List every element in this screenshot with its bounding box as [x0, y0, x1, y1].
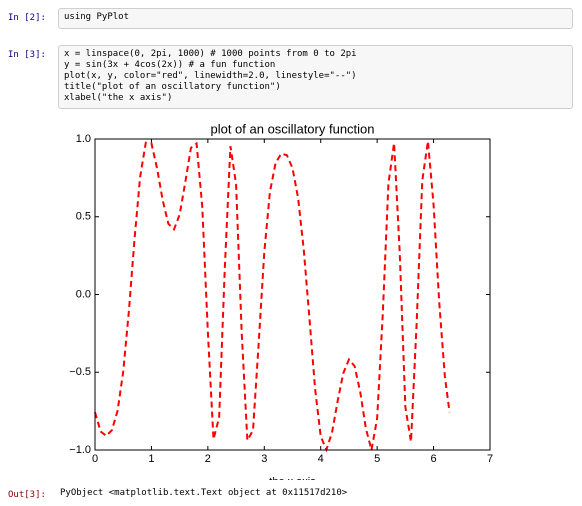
y-tick-label: −0.5: [69, 366, 91, 378]
x-tick-label: 0: [92, 453, 98, 465]
x-tick-label: 6: [431, 453, 437, 465]
x-tick-label: 4: [318, 453, 324, 465]
x-axis-label: the x axis: [269, 476, 316, 480]
code-line: x = linspace(0, 2pi, 1000) # 1000 points…: [64, 49, 357, 59]
axes-frame: [94, 138, 491, 451]
y-tick-label: 1.0: [76, 133, 91, 145]
x-tick-label: 5: [374, 453, 380, 465]
code-cell[interactable]: x = linspace(0, 2pi, 1000) # 1000 points…: [58, 45, 573, 109]
code-line: plot(x, y, color="red", linewidth=2.0, l…: [64, 71, 357, 81]
chart: plot of an oscillatory function the x axi…: [69, 121, 493, 480]
x-tick-label: 3: [261, 453, 267, 465]
x-tick-label: 1: [148, 453, 154, 465]
data-line: [94, 141, 451, 453]
y-tick-label: −1.0: [69, 444, 91, 456]
code-line: using PyPlot: [64, 12, 130, 22]
code-line: title("plot of an oscillatory function"): [64, 82, 281, 92]
code-line: xlabel("the x axis"): [64, 93, 173, 103]
code-line: y = sin(3x + 4cos(2x)) # a fun function: [64, 60, 276, 70]
output-prompt: Out[3]:: [8, 490, 46, 500]
y-tick-label: 0.5: [76, 211, 91, 223]
x-tick-label: 7: [487, 453, 493, 465]
input-prompt: In [2]:: [8, 13, 46, 23]
code-cell[interactable]: using PyPlot: [58, 8, 573, 29]
input-prompt: In [3]:: [8, 50, 46, 60]
y-tick-label: 0.0: [76, 288, 91, 300]
x-tick-label: 2: [205, 453, 211, 465]
output-text: PyObject <matplotlib.text.Text object at…: [60, 488, 348, 498]
chart-title: plot of an oscillatory function: [210, 121, 374, 136]
